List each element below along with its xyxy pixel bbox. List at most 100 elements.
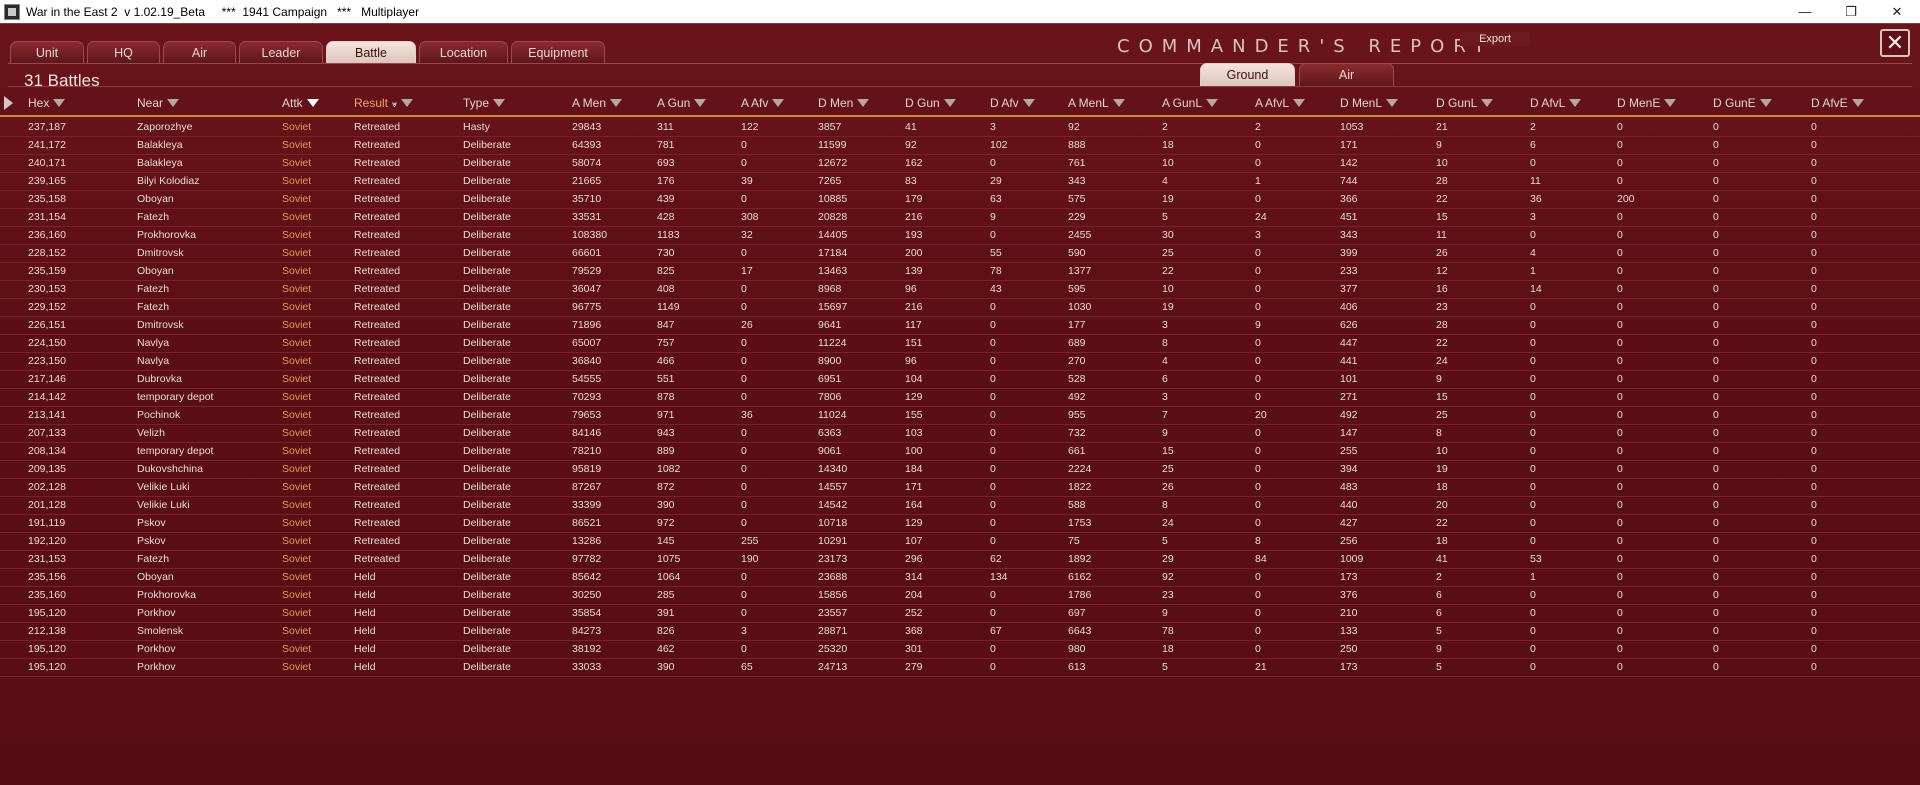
cell-hex[interactable]: 231,154 <box>28 211 66 223</box>
table-row[interactable]: 192,120 Pskov Soviet Retreated Deliberate 132… <box>0 533 1920 551</box>
table-row[interactable]: 230,153 Fatezh Soviet Retreated Deliberate 36… <box>0 281 1920 299</box>
cell-hex[interactable]: 201,128 <box>28 499 66 511</box>
tab-equipment[interactable]: Equipment <box>511 41 605 63</box>
close-report-button[interactable]: ✕ <box>1880 29 1910 57</box>
table-row[interactable]: 239,165 Bilyi Kolodiaz Soviet Retreated Deli… <box>0 173 1920 191</box>
table-row[interactable]: 228,152 Dmitrovsk Soviet Retreated Deliberat… <box>0 245 1920 263</box>
cell-hex[interactable]: 235,158 <box>28 193 66 205</box>
export-button[interactable]: Export <box>1460 32 1530 46</box>
column-header-a-gun[interactable]: A Gun <box>657 88 707 117</box>
table-row[interactable]: 201,128 Velikie Luki Soviet Retreated Delibe… <box>0 497 1920 515</box>
column-header-d-gunl[interactable]: D GunL <box>1436 88 1494 117</box>
tab-air[interactable]: Air <box>163 41 236 63</box>
column-header-d-menl[interactable]: D MenL <box>1340 88 1399 117</box>
column-header-d-gune[interactable]: D GunE <box>1713 88 1772 117</box>
table-row[interactable]: 235,158 Oboyan Soviet Retreated Deliberate 35… <box>0 191 1920 209</box>
column-header-hex[interactable]: Hex <box>28 88 66 117</box>
cell-hex[interactable]: 231,153 <box>28 553 66 565</box>
table-row[interactable]: 195,120 Porkhov Soviet Held Deliberate 35854 3… <box>0 605 1920 623</box>
filter-icon[interactable] <box>1293 98 1306 107</box>
tab-location[interactable]: Location <box>419 41 508 63</box>
cell-hex[interactable]: 213,141 <box>28 409 66 421</box>
table-row[interactable]: 235,160 Prokhorovka Soviet Held Deliberate 30… <box>0 587 1920 605</box>
cell-hex[interactable]: 226,151 <box>28 319 66 331</box>
cell-hex[interactable]: 217,146 <box>28 373 66 385</box>
table-row[interactable]: 241,172 Balakleya Soviet Retreated Deliberat… <box>0 137 1920 155</box>
table-row[interactable]: 235,159 Oboyan Soviet Retreated Deliberate 79… <box>0 263 1920 281</box>
cell-hex[interactable]: 228,152 <box>28 247 66 259</box>
cell-hex[interactable]: 235,156 <box>28 571 66 583</box>
filter-icon[interactable] <box>1664 98 1677 107</box>
column-header-d-afve[interactable]: D AfvE <box>1811 88 1864 117</box>
column-header-d-mene[interactable]: D MenE <box>1617 88 1677 117</box>
table-row[interactable]: 209,135 Dukovshchina Soviet Retreated Delibe… <box>0 461 1920 479</box>
column-header-d-men[interactable]: D Men <box>818 88 870 117</box>
column-header-a-men[interactable]: A Men <box>572 88 623 117</box>
filter-icon[interactable] <box>167 98 180 107</box>
maximize-button[interactable]: ❐ <box>1845 3 1857 19</box>
column-header-type[interactable]: Type <box>463 88 506 117</box>
column-header-d-afvl[interactable]: D AfvL <box>1530 88 1582 117</box>
sort-desc-icon[interactable]: ⩔ <box>392 98 398 109</box>
cell-hex[interactable]: 214,142 <box>28 391 66 403</box>
column-header-a-menl[interactable]: A MenL <box>1068 88 1125 117</box>
cell-hex[interactable]: 229,152 <box>28 301 66 313</box>
filter-icon[interactable] <box>694 98 707 107</box>
column-header-a-gunl[interactable]: A GunL <box>1162 88 1219 117</box>
cell-hex[interactable]: 224,150 <box>28 337 66 349</box>
cell-hex[interactable]: 207,133 <box>28 427 66 439</box>
cell-hex[interactable]: 209,135 <box>28 463 66 475</box>
table-row[interactable]: 236,160 Prokhorovka Soviet Retreated Deliber… <box>0 227 1920 245</box>
filter-icon[interactable] <box>53 98 66 107</box>
subtab-air[interactable]: Air <box>1299 63 1394 86</box>
minimize-button[interactable]: — <box>1798 4 1812 19</box>
column-header-near[interactable]: Near <box>137 88 180 117</box>
subtab-ground[interactable]: Ground <box>1200 63 1295 86</box>
table-row[interactable]: 223,150 Navlya Soviet Retreated Deliberate 36… <box>0 353 1920 371</box>
filter-icon[interactable] <box>610 98 623 107</box>
cell-hex[interactable]: 237,187 <box>28 121 66 133</box>
table-row[interactable]: 235,156 Oboyan Soviet Held Deliberate 85642 10… <box>0 569 1920 587</box>
cell-hex[interactable]: 195,120 <box>28 607 66 619</box>
table-row[interactable]: 231,153 Fatezh Soviet Retreated Deliberate 97… <box>0 551 1920 569</box>
cell-hex[interactable]: 240,171 <box>28 157 66 169</box>
cell-hex[interactable]: 235,159 <box>28 265 66 277</box>
cell-hex[interactable]: 239,165 <box>28 175 66 187</box>
filter-icon[interactable] <box>1759 98 1772 107</box>
table-row[interactable]: 240,171 Balakleya Soviet Retreated Deliberat… <box>0 155 1920 173</box>
filter-icon[interactable] <box>1851 98 1864 107</box>
table-row[interactable]: 195,120 Porkhov Soviet Held Deliberate 38192 4… <box>0 641 1920 659</box>
table-row[interactable]: 191,119 Pskov Soviet Retreated Deliberate 865… <box>0 515 1920 533</box>
filter-icon[interactable] <box>943 98 956 107</box>
cell-hex[interactable]: 191,119 <box>28 517 66 529</box>
table-row[interactable]: 207,133 Velizh Soviet Retreated Deliberate 84… <box>0 425 1920 443</box>
filter-icon[interactable] <box>1481 98 1494 107</box>
table-row[interactable]: 195,120 Porkhov Soviet Held Deliberate 33033 3… <box>0 659 1920 677</box>
window-close-button[interactable]: ✕ <box>1891 3 1903 19</box>
tab-leader[interactable]: Leader <box>239 41 323 63</box>
filter-icon[interactable] <box>401 98 414 107</box>
cell-hex[interactable]: 212,138 <box>28 625 66 637</box>
table-row[interactable]: 213,141 Pochinok Soviet Retreated Deliberate… <box>0 407 1920 425</box>
filter-icon[interactable] <box>1112 98 1125 107</box>
table-row[interactable]: 214,142 temporary depot Soviet Retreated Del… <box>0 389 1920 407</box>
filter-icon[interactable] <box>493 98 506 107</box>
filter-icon[interactable] <box>1022 98 1035 107</box>
tab-unit[interactable]: Unit <box>10 41 84 63</box>
table-row[interactable]: 224,150 Navlya Soviet Retreated Deliberate 65… <box>0 335 1920 353</box>
cell-hex[interactable]: 195,120 <box>28 643 66 655</box>
cell-hex[interactable]: 195,120 <box>28 661 66 673</box>
filter-icon[interactable] <box>306 98 319 107</box>
table-row[interactable]: 229,152 Fatezh Soviet Retreated Deliberate 96… <box>0 299 1920 317</box>
filter-icon[interactable] <box>1206 98 1219 107</box>
tab-battle[interactable]: Battle <box>326 41 416 63</box>
column-header-d-gun[interactable]: D Gun <box>905 88 956 117</box>
filter-icon[interactable] <box>857 98 870 107</box>
cell-hex[interactable]: 230,153 <box>28 283 66 295</box>
cell-hex[interactable]: 192,120 <box>28 535 66 547</box>
expand-arrow-icon[interactable] <box>4 96 13 110</box>
cell-hex[interactable]: 235,160 <box>28 589 66 601</box>
column-header-attk[interactable]: Attk <box>282 88 319 117</box>
cell-hex[interactable]: 236,160 <box>28 229 66 241</box>
filter-icon[interactable] <box>1569 98 1582 107</box>
